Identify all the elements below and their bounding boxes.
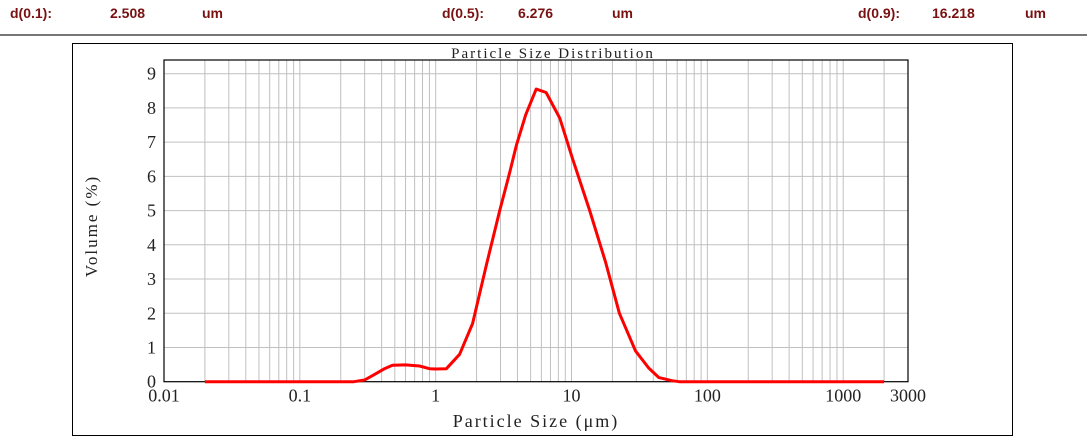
y-tick-label: 1 [147, 337, 156, 357]
y-axis-label: Volume (%) [82, 175, 101, 277]
y-tick-label: 4 [147, 235, 156, 255]
d10-unit: um [202, 5, 223, 21]
d90-unit: um [1025, 5, 1046, 21]
y-tick-label: 3 [147, 269, 156, 289]
x-tick-label: 3000 [890, 386, 926, 406]
d10-value: 2.508 [110, 5, 146, 21]
x-tick-label: 1 [431, 386, 440, 406]
y-tick-label: 2 [147, 303, 156, 323]
d90-label: d(0.9): [858, 5, 900, 21]
y-tick-label: 8 [147, 98, 156, 118]
y-tick-label: 7 [147, 132, 156, 152]
chart-title: Particle Size Distribution [451, 46, 655, 62]
d50-unit: um [612, 5, 633, 21]
x-tick-label: 0.1 [289, 386, 312, 406]
d90-value: 16.218 [932, 5, 975, 21]
d50-value: 6.276 [518, 5, 554, 21]
x-tick-label: 100 [694, 386, 721, 406]
x-tick-label: 0.01 [148, 386, 180, 406]
plot-area [163, 59, 909, 383]
x-tick-label: 10 [563, 386, 581, 406]
y-tick-label: 9 [147, 64, 156, 84]
d50-label: d(0.5): [442, 5, 484, 21]
x-tick-label: 1000 [825, 386, 861, 406]
d10-label: d(0.1): [10, 5, 52, 21]
y-tick-label: 5 [147, 201, 156, 221]
y-tick-label: 6 [147, 166, 156, 186]
series-line [204, 87, 885, 384]
chart-frame [72, 43, 1013, 436]
y-tick-label: 0 [147, 372, 156, 392]
header-divider [0, 34, 1087, 36]
x-axis-label: Particle Size (μm) [453, 411, 620, 432]
